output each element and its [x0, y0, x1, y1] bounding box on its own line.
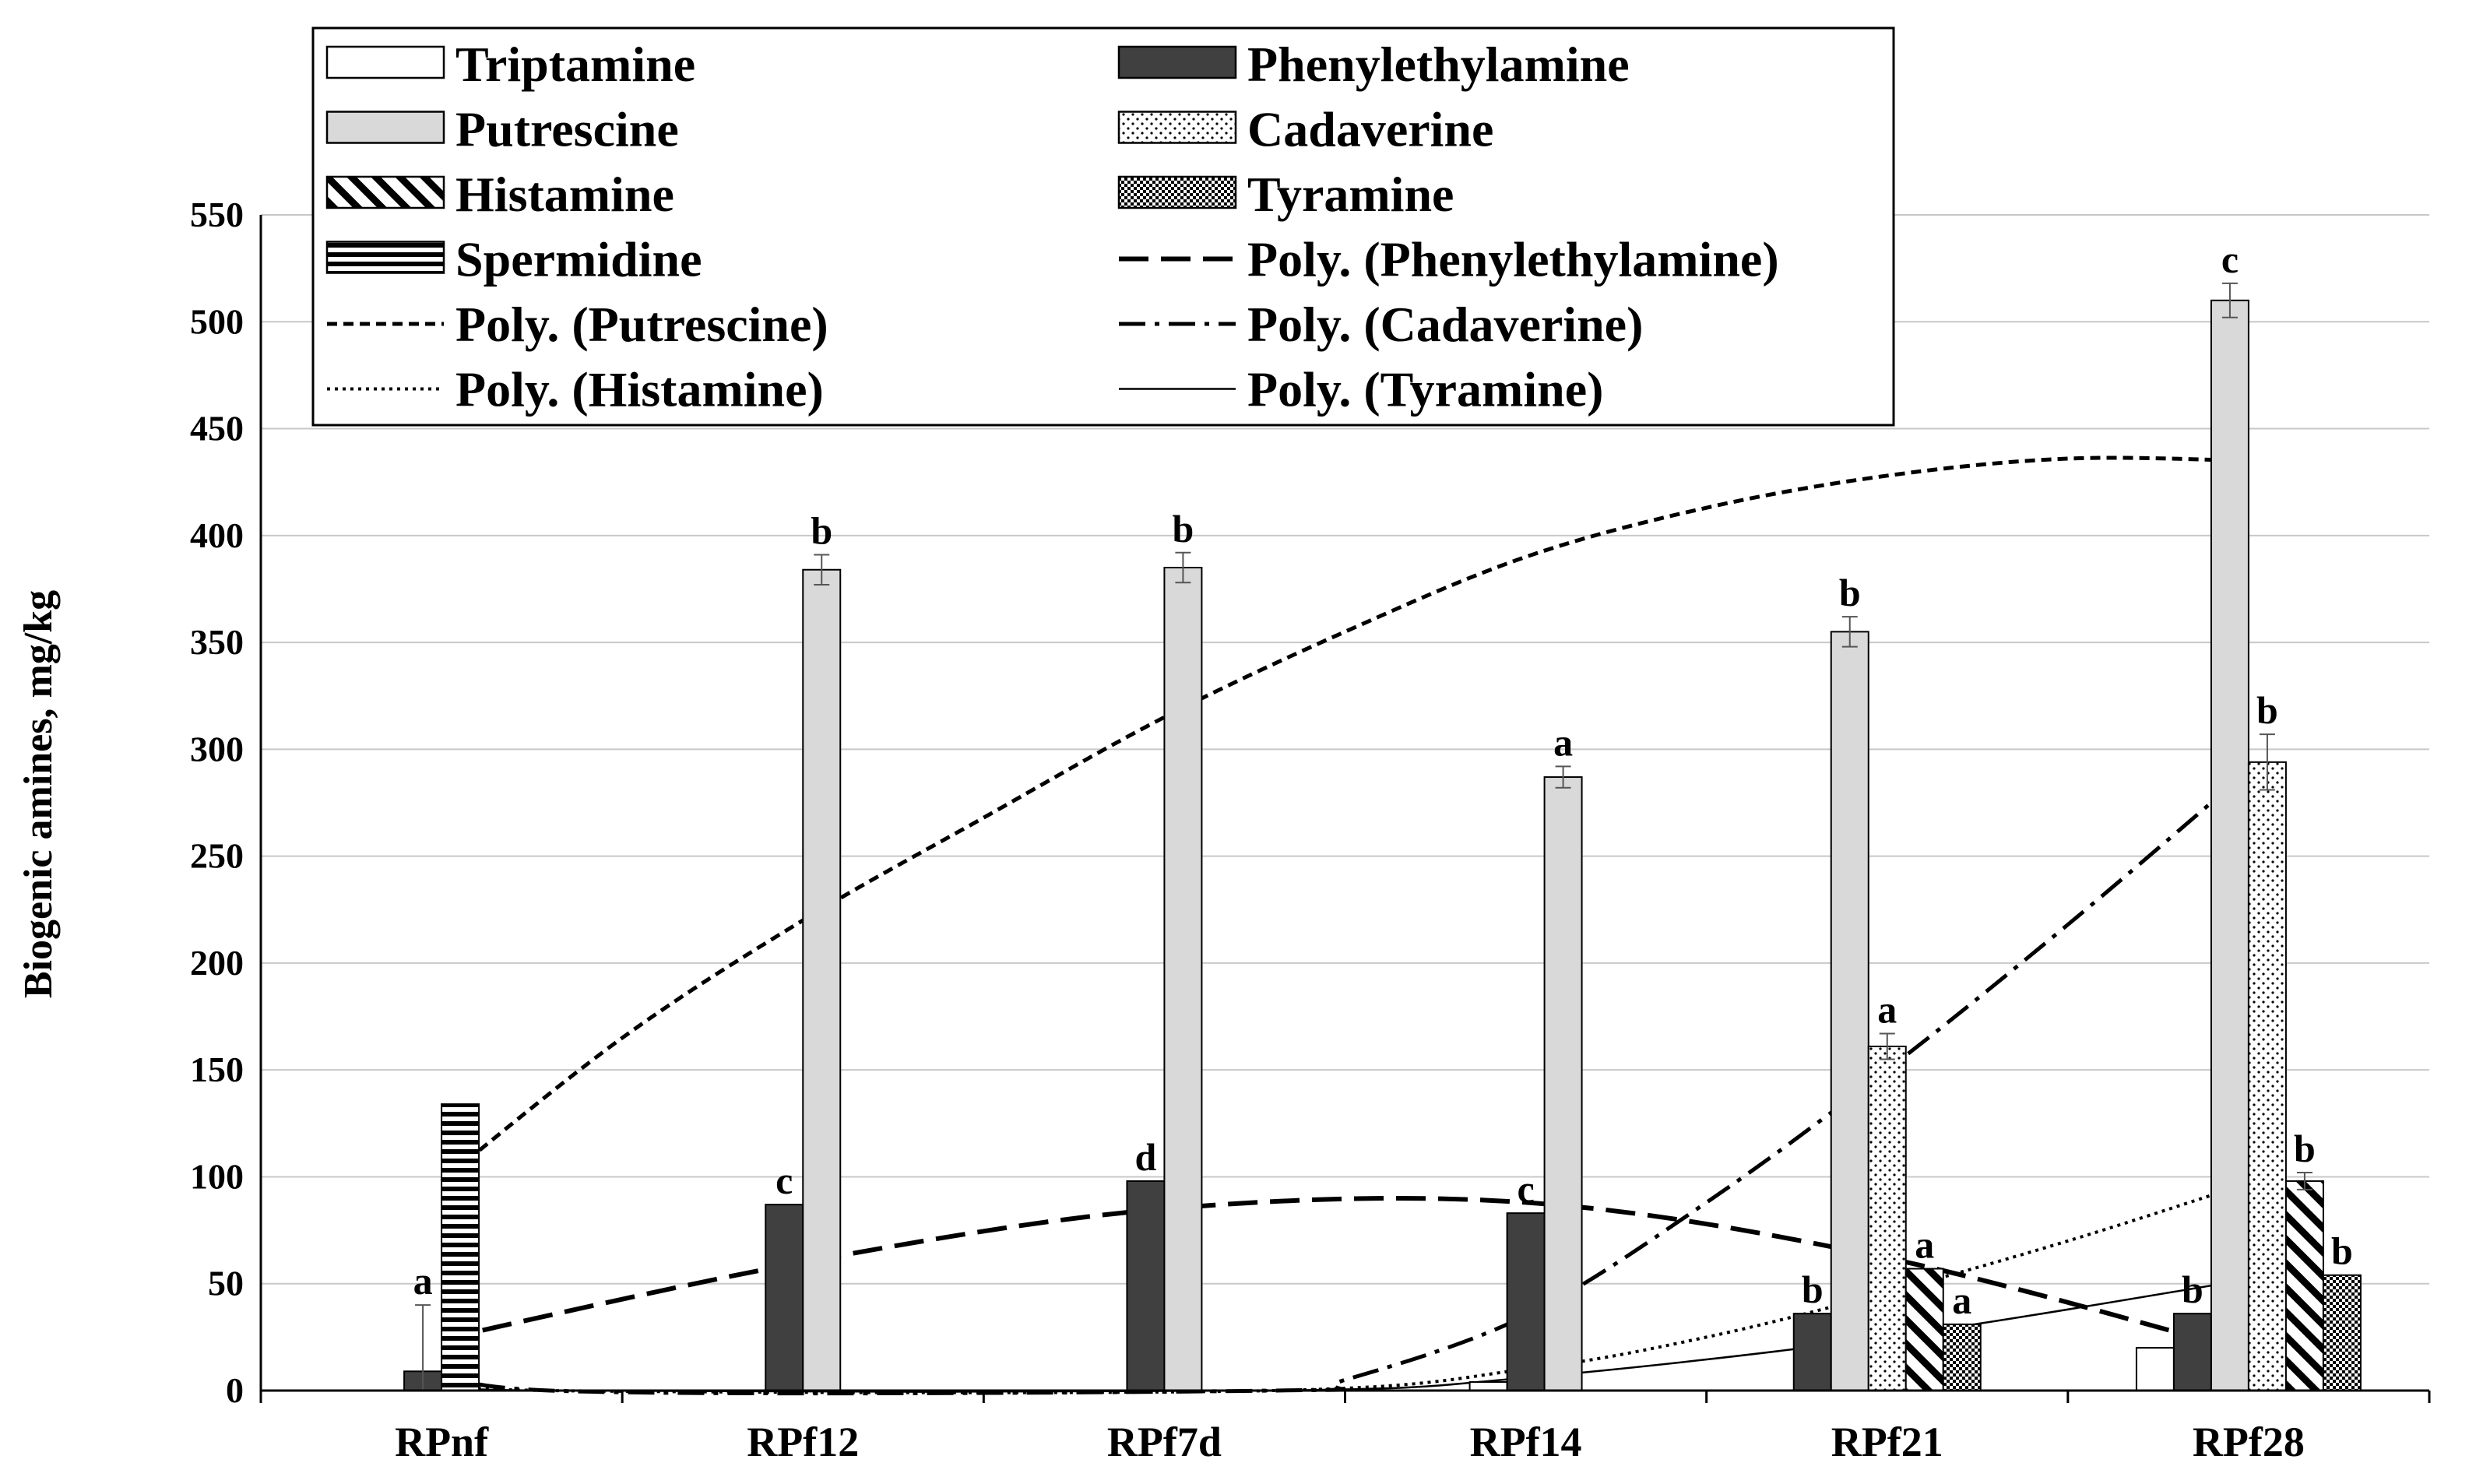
legend-item-putrescine: Putrescine: [325, 102, 679, 157]
bar-triptamine-rpf14: [1468, 1381, 1508, 1392]
significance-label: b: [811, 509, 832, 553]
bar-phenylethylamine-rpf21: [1792, 1313, 1832, 1392]
significance-label: b: [1173, 507, 1194, 550]
legend-swatch: [1117, 45, 1237, 79]
legend-label: Phenylethylamine: [1247, 37, 1630, 92]
trendline-poly-putrescine: [440, 455, 2249, 1183]
legend-label: Poly. (Tyramine): [1247, 362, 1603, 417]
y-tick-label: 50: [208, 1264, 244, 1303]
legend-item-poly-histamine: Poly. (Histamine): [327, 362, 824, 417]
significance-label: a: [1915, 1223, 1934, 1267]
significance-label: a: [1553, 720, 1573, 764]
significance-label: c: [1517, 1167, 1534, 1211]
y-tick-label: 300: [190, 729, 244, 768]
significance-label: b: [2294, 1127, 2316, 1170]
trendlines: [440, 455, 2250, 1396]
legend-item-cadaverine: Cadaverine: [1117, 102, 1493, 157]
bar-putrescine-rpf12: [802, 568, 842, 1391]
y-tick-label: 350: [190, 622, 244, 662]
legend-item-poly-phenylethylamine: Poly. (Phenylethylamine): [1119, 232, 1779, 287]
legend-item-spermidine: Spermidine: [325, 232, 702, 287]
bar-phenylethylamine-rpf14: [1506, 1212, 1546, 1392]
legend-swatch: [325, 175, 445, 209]
legend-swatch: [1117, 175, 1237, 209]
legend-label: Poly. (Phenylethylamine): [1247, 232, 1779, 287]
legend-item-poly-tyramine: Poly. (Tyramine): [1119, 362, 1603, 417]
legend-item-poly-cadaverine: Poly. (Cadaverine): [1119, 297, 1643, 352]
bar-spermidine-rpnf: [441, 1103, 480, 1392]
legend-item-tyramine: Tyramine: [1117, 167, 1454, 222]
legend-item-phenylethylamine: Phenylethylamine: [1117, 37, 1630, 92]
bar-histamine-rpf28: [2284, 1180, 2324, 1391]
x-tick-label: RPf7d: [1107, 1419, 1222, 1465]
bar-putrescine-rpf21: [1830, 631, 1869, 1391]
bar-putrescine-rpf14: [1543, 776, 1583, 1391]
legend-item-histamine: Histamine: [325, 167, 674, 222]
significance-label: a: [1952, 1278, 1971, 1322]
y-tick-label: 200: [190, 943, 244, 983]
legend-item-poly-putrescine: Poly. (Putrescine): [327, 297, 828, 352]
legend-swatch: [1117, 111, 1237, 144]
y-tick-label: 250: [190, 836, 244, 876]
x-tick-label: RPf21: [1831, 1419, 1943, 1465]
bar-triptamine-rpf28: [2135, 1347, 2175, 1392]
bar-phenylethylamine-rpf12: [765, 1204, 804, 1392]
legend-label: Histamine: [455, 167, 674, 222]
legend-label: Triptamine: [455, 37, 695, 92]
legend-label: Poly. (Histamine): [455, 362, 824, 417]
axes: 0 50 100 150 200 250 300 350 400 450 500 550 RPnf RPf…: [190, 195, 2431, 1465]
legend-swatch: [325, 111, 445, 144]
y-tick-label: 0: [226, 1370, 244, 1410]
legend-swatch: [325, 45, 445, 79]
legend-label: Cadaverine: [1247, 102, 1493, 157]
bar-tyramine-rpf21: [1942, 1323, 1982, 1391]
legend-label: Spermidine: [455, 232, 702, 287]
bar-cadaverine-rpf21: [1867, 1045, 1907, 1391]
legend-item-triptamine: Triptamine: [325, 37, 695, 92]
significance-label: a: [413, 1259, 433, 1303]
significance-label: a: [1877, 988, 1897, 1032]
x-tick-label: RPf12: [747, 1419, 859, 1465]
bar-putrescine-rpf7d: [1163, 567, 1203, 1391]
y-tick-label: 500: [190, 301, 244, 341]
legend-label: Poly. (Putrescine): [455, 297, 828, 352]
bar-histamine-rpf21: [1905, 1268, 1944, 1391]
x-tick-label: RPnf: [395, 1419, 489, 1465]
significance-label: c: [2221, 237, 2239, 281]
legend-label: Putrescine: [455, 102, 679, 157]
bar-tyramine-rpf28: [2322, 1274, 2362, 1392]
x-tick-label: RPf14: [1470, 1419, 1582, 1465]
legend-label: Poly. (Cadaverine): [1247, 297, 1643, 352]
y-tick-label: 150: [190, 1050, 244, 1089]
significance-label: b: [2256, 688, 2278, 732]
bar-putrescine-rpf28: [2210, 299, 2249, 1391]
significance-label: b: [1802, 1268, 1824, 1311]
legend-box: [311, 26, 1895, 427]
significance-label: b: [2182, 1268, 2203, 1311]
bar-phenylethylamine-rpf7d: [1126, 1180, 1166, 1391]
bar-cadaverine-rpf28: [2247, 761, 2287, 1391]
significance-label: b: [2331, 1229, 2353, 1273]
significance-label: b: [1839, 571, 1861, 614]
significance-label: d: [1135, 1135, 1157, 1179]
y-axis-title: Biogenic amines, mg/kg: [16, 590, 61, 998]
trendline-poly-cadaverine: [441, 768, 2250, 1396]
y-tick-label: 100: [190, 1156, 244, 1196]
y-tick-label: 550: [190, 195, 244, 234]
legend: Triptamine Phenylethylamine Putrescine Cada…: [311, 26, 1895, 427]
y-tick-label: 450: [190, 409, 244, 448]
bar-phenylethylamine-rpf28: [2172, 1313, 2212, 1392]
x-tick-label: RPf28: [2193, 1419, 2305, 1465]
legend-label: Tyramine: [1247, 167, 1454, 222]
significance-label: c: [776, 1159, 793, 1202]
legend-swatch: [325, 241, 445, 274]
y-tick-label: 400: [190, 515, 244, 555]
